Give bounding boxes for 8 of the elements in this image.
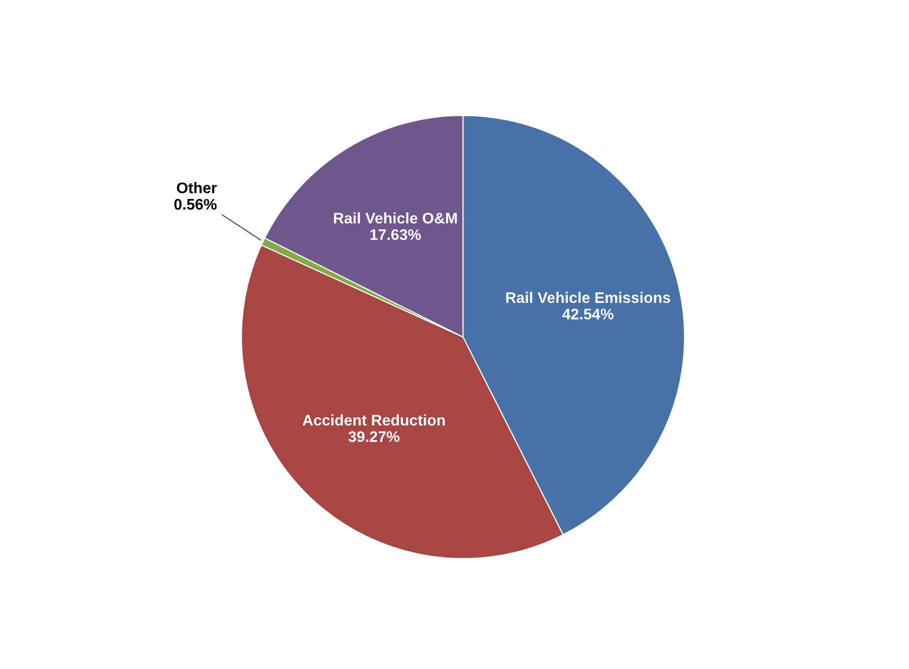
slice-label: Rail Vehicle Emissions [506, 292, 670, 304]
slice-label: Other [176, 182, 217, 194]
data-label: 17.63% [370, 229, 421, 240]
data-label: 0.56% [174, 198, 217, 210]
slice-label: Accident Reduction [302, 414, 445, 426]
slice-label: Rail Vehicle O&M [334, 212, 457, 224]
data-label: 39.27% [348, 431, 400, 442]
data-label: 42.54% [562, 308, 614, 320]
